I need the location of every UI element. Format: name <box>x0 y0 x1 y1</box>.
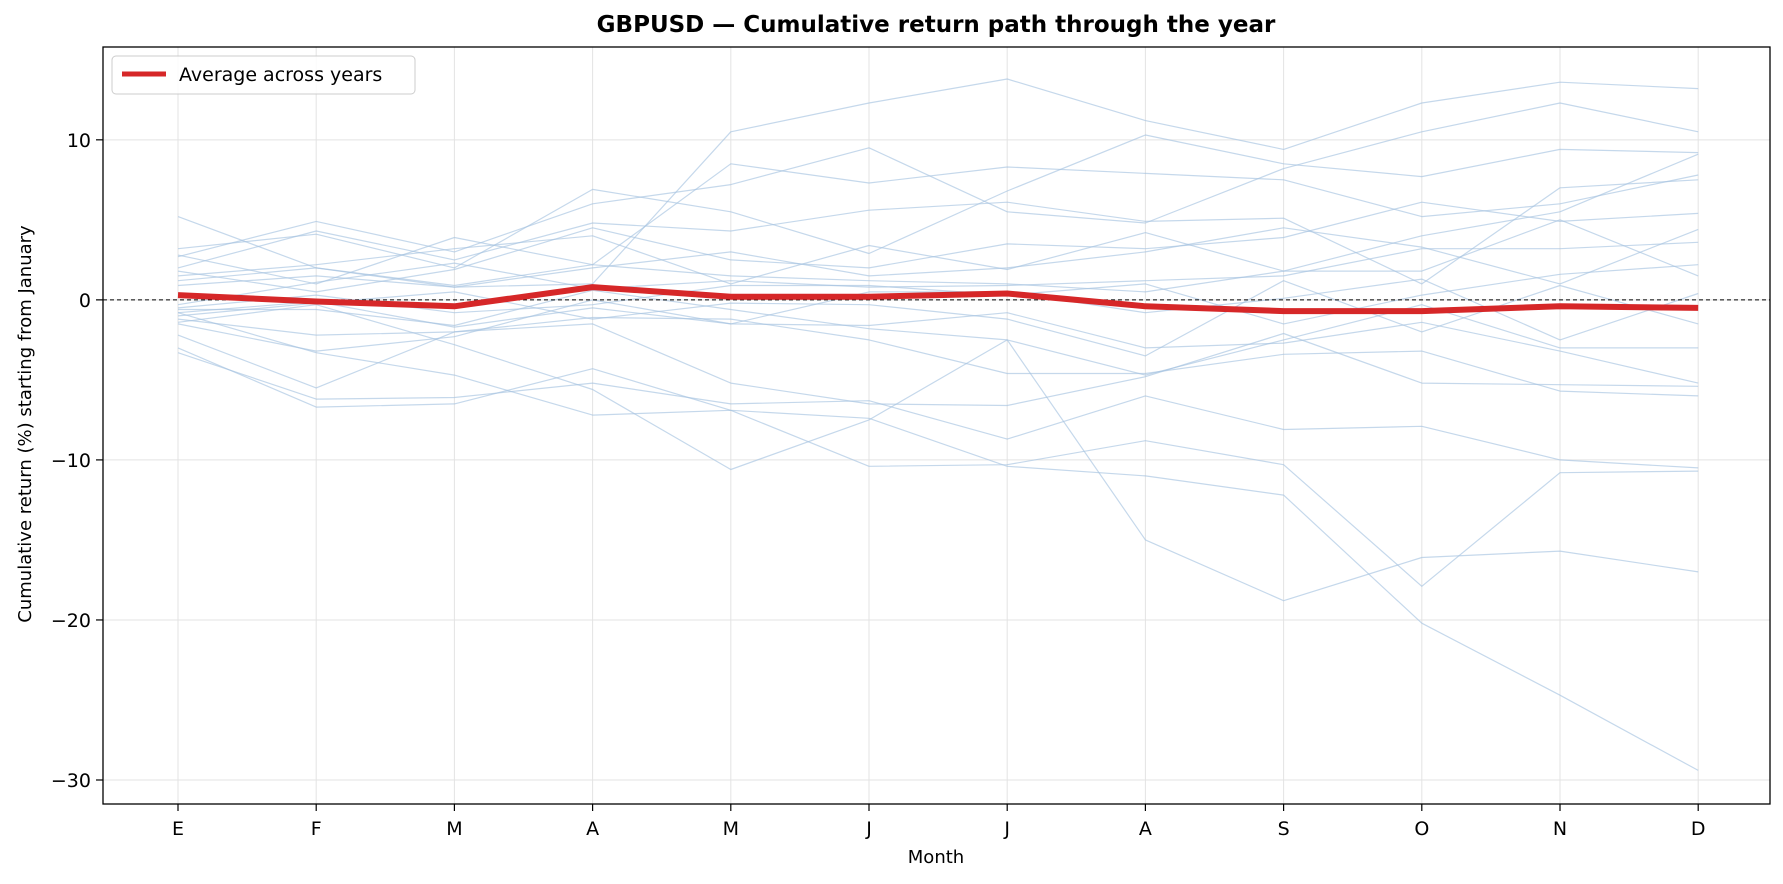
x-tick-label: D <box>1691 818 1706 840</box>
year-line <box>177 219 1699 293</box>
year-line <box>177 163 1699 285</box>
grid <box>103 47 1770 804</box>
x-tick-label: A <box>586 818 599 840</box>
chart-title: GBPUSD — Cumulative return path through … <box>597 12 1276 38</box>
year-line <box>177 102 1699 258</box>
average-line-group <box>177 284 1699 315</box>
year-line <box>177 201 1699 293</box>
year-line <box>177 347 1699 587</box>
x-tick-label: J <box>865 818 872 840</box>
year-line <box>177 134 1699 269</box>
x-tick-label: F <box>311 818 322 840</box>
x-tick-label: M <box>723 818 739 840</box>
x-tick-label: M <box>446 818 462 840</box>
x-tick-label: S <box>1278 818 1290 840</box>
y-tick-label: −20 <box>51 610 91 632</box>
year-line <box>177 78 1699 288</box>
y-tick-label: 10 <box>67 130 91 152</box>
y-axis-label: Cumulative return (%) starting from Janu… <box>15 225 36 623</box>
x-tick-label: N <box>1553 818 1567 840</box>
y-axis: 10 0 −10 −20 −30 <box>51 130 103 792</box>
x-tick-label: E <box>172 818 184 840</box>
year-line <box>177 241 1699 306</box>
legend-box <box>111 55 416 95</box>
year-line <box>177 227 1699 288</box>
average-line <box>177 284 1699 315</box>
x-tick-label: A <box>1139 818 1152 840</box>
plot-frame <box>102 46 1771 805</box>
year-lines <box>177 78 1699 771</box>
legend-label-average: Average across years <box>179 64 382 86</box>
y-tick-label: 0 <box>79 290 91 312</box>
y-tick-label: −10 <box>51 450 91 472</box>
year-line <box>177 280 1699 357</box>
year-line <box>177 153 1699 285</box>
year-line <box>177 264 1699 325</box>
legend: Average across years <box>111 55 416 95</box>
x-tick-label: O <box>1414 818 1429 840</box>
year-line <box>177 312 1699 771</box>
plot-area <box>103 78 1770 771</box>
year-line <box>177 318 1699 407</box>
year-line <box>177 179 1699 285</box>
year-line <box>177 299 1699 384</box>
year-line <box>177 304 1699 602</box>
x-axis-label: Month <box>908 847 964 868</box>
year-line <box>177 316 1699 397</box>
x-tick-label: J <box>1003 818 1010 840</box>
y-tick-label: −30 <box>51 770 91 792</box>
year-line <box>177 352 1699 469</box>
